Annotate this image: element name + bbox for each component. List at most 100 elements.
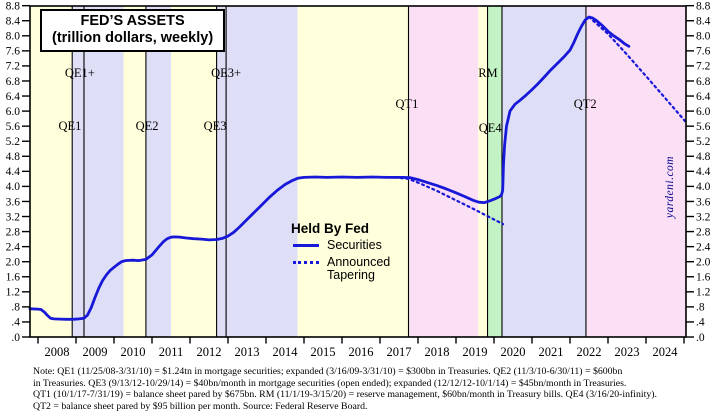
y-axis-label-right: 4.8 [696, 151, 711, 163]
y-axis-label-left: 8.4 [6, 16, 21, 28]
legend-heading: Held By Fed [291, 221, 370, 236]
y-axis-label-left: 5.2 [6, 136, 21, 148]
x-axis-label: 2009 [83, 345, 108, 359]
era-label-rm: RM [478, 66, 497, 80]
y-axis-label-right: 2.4 [696, 241, 711, 253]
y-axis-label-left: 8.0 [6, 31, 21, 43]
policy-band-qt [408, 6, 479, 337]
y-axis-label-left: 2.4 [6, 241, 21, 253]
y-axis-label-right: 1.2 [696, 287, 711, 299]
x-axis-label: 2016 [349, 345, 374, 359]
era-label-qe3: QE3 [204, 119, 227, 133]
y-axis-label-right: 8.8 [696, 0, 711, 12]
era-label-qe4: QE4 [479, 121, 503, 135]
y-axis-label-right: 5.2 [696, 136, 711, 148]
y-axis-label-right: 6.8 [696, 76, 711, 88]
chart-canvas: .0 .0 .4 .4 .8 .8 1.2 1.2 1.6 1.6 2.0 2.0 2.4 2.4 2.8 2… [6, 0, 711, 359]
y-axis-label-left: 7.2 [6, 61, 21, 73]
x-axis-label: 2023 [615, 345, 640, 359]
y-axis-label-left: 8.8 [6, 0, 21, 12]
y-axis-label-right: .4 [696, 317, 705, 329]
y-axis-label-right: 2.8 [696, 226, 711, 238]
x-axis-label: 2019 [463, 345, 488, 359]
policy-band-neutral [30, 6, 73, 337]
y-axis-label-left: 5.6 [6, 121, 21, 133]
legend-label-announced-tapering: Announced Tapering [327, 254, 391, 282]
y-axis-label-right: 3.6 [696, 196, 711, 208]
dotted-line-swatch-icon [293, 260, 319, 264]
era-label-qe3+: QE3+ [211, 66, 241, 80]
policy-band-neutral [123, 6, 146, 337]
legend-label-securities: Securities [327, 238, 382, 252]
y-axis-label-right: 4.0 [696, 181, 711, 193]
policy-band-qe [72, 6, 124, 337]
y-axis-label-right: 5.6 [696, 121, 711, 133]
era-label-qe1+: QE1+ [65, 66, 95, 80]
x-axis-label: 2011 [159, 345, 184, 359]
x-axis-label: 2012 [197, 345, 222, 359]
footnote-line-1: Note: QE1 (11/25/08-3/31/10) = $1.24tn i… [33, 366, 623, 377]
y-axis-label-right: 2.0 [696, 257, 711, 269]
era-label-qe2: QE2 [136, 119, 159, 133]
x-axis-label: 2008 [45, 345, 70, 359]
y-axis-label-right: 7.6 [696, 46, 711, 58]
policy-band-qt [585, 6, 686, 337]
y-axis-label-left: 4.8 [6, 151, 21, 163]
x-axis-label: 2010 [121, 345, 146, 359]
series-announced-tapering [587, 15, 687, 123]
x-axis-label: 2024 [653, 345, 679, 359]
y-axis-label-left: .0 [11, 332, 20, 344]
series-securities [28, 15, 631, 321]
y-axis-label-right: 4.4 [696, 166, 711, 178]
x-axis-label: 2015 [311, 345, 336, 359]
legend-item-announced-tapering: Announced Tapering [291, 254, 411, 283]
x-axis-label: 2013 [235, 345, 260, 359]
y-axis-label-right: 8.4 [696, 16, 711, 28]
solid-line-swatch-icon [293, 244, 319, 247]
series-announced-tapering [394, 176, 505, 226]
y-axis-label-left: .4 [11, 317, 20, 329]
y-axis-label-left: 7.6 [6, 46, 21, 58]
chart-legend: Held By Fed Securities Announced Taperin… [291, 221, 411, 283]
y-axis-label-left: 6.4 [6, 91, 21, 103]
x-axis-label: 2017 [387, 345, 412, 359]
policy-band-neutral [297, 6, 409, 337]
footnote-line-2: in Treasuries. QE3 (9/13/12-10/29/14) = … [33, 377, 627, 389]
footnote-line-3: QT1 (10/1/17-7/31/19) = balance sheet pa… [33, 389, 657, 401]
footnote-block: Note: QE1 (11/25/08-3/31/10) = $1.24tn i… [33, 366, 657, 413]
y-axis-label-left: 6.8 [6, 76, 21, 88]
y-axis-label-right: 3.2 [696, 211, 711, 223]
era-label-qe1: QE1 [58, 119, 81, 133]
x-axis-label: 2018 [425, 345, 450, 359]
x-axis-label: 2020 [501, 345, 526, 359]
policy-band-qe [216, 6, 298, 337]
footnote-line-4: QT2 = balance sheet pared by $95 billion… [33, 401, 368, 413]
y-axis-label-left: 3.6 [6, 196, 21, 208]
y-axis-label-right: .8 [696, 302, 705, 314]
era-label-qt1: QT1 [396, 97, 419, 111]
policy-band-neutral [171, 6, 217, 337]
y-axis-label-left: 2.0 [6, 257, 21, 269]
y-axis-label-right: 8.0 [696, 31, 711, 43]
x-axis-label: 2022 [577, 345, 602, 359]
y-axis-label-right: 6.4 [696, 91, 711, 103]
policy-band-qe [145, 6, 171, 337]
x-axis-label: 2014 [273, 345, 299, 359]
y-axis-label-left: 6.0 [6, 106, 21, 118]
y-axis-label-right: .0 [696, 332, 705, 344]
era-label-qt2: QT2 [574, 97, 597, 111]
chart-title-line2: (trillion dollars, weekly) [52, 30, 214, 46]
policy-band-qe [501, 6, 586, 337]
y-axis-label-left: .8 [11, 302, 20, 314]
y-axis-label-left: 1.2 [6, 287, 21, 299]
y-axis-label-right: 7.2 [696, 61, 711, 73]
y-axis-label-left: 2.8 [6, 226, 21, 238]
y-axis-label-right: 1.6 [696, 272, 711, 284]
policy-band-neutral [478, 6, 488, 337]
branding-vertical-text: yardeni.com [664, 156, 676, 219]
y-axis-label-left: 4.4 [6, 166, 21, 178]
y-axis-label-left: 1.6 [6, 272, 21, 284]
legend-item-securities: Securities [291, 238, 411, 253]
chart-title-box: FED’S ASSETS (trillion dollars, weekly) [40, 9, 226, 52]
